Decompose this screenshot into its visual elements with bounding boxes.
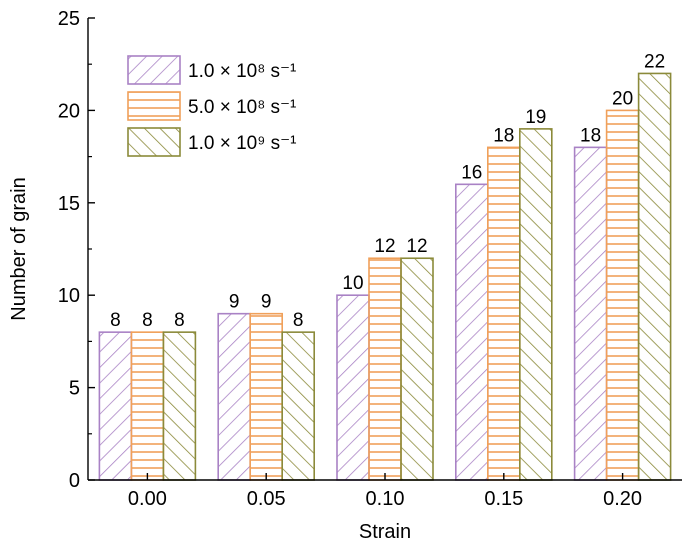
data-label-series2-0.05: 9	[261, 292, 272, 313]
bar-series2-0.15	[486, 146, 521, 481]
y-tick-label: 20	[58, 100, 80, 122]
y-tick-label: 0	[69, 470, 80, 492]
legend-label-series3: 1.0 × 10⁹ s⁻¹	[188, 133, 296, 154]
bar-series1-0.10	[336, 294, 370, 481]
bar-series3-0.10	[400, 257, 434, 481]
y-tick-label: 5	[69, 378, 80, 400]
bar-series2-0.20	[605, 109, 640, 481]
x-axis-title: Strain	[359, 521, 411, 543]
data-label-series2-0.10: 12	[374, 236, 395, 257]
data-label-series1-0.20: 18	[580, 125, 601, 146]
data-label-series1-0.05: 9	[229, 292, 240, 313]
x-tick-label: 0.20	[603, 488, 642, 510]
bar-series1-0.00	[98, 331, 133, 481]
bar-series1-0.15	[454, 183, 489, 481]
legend-swatch-series1	[127, 55, 181, 85]
data-label-series1-0.00: 8	[110, 310, 121, 331]
data-label-series2-0.00: 8	[142, 310, 153, 331]
data-label-series3-0.10: 12	[406, 236, 427, 257]
legend-label-series2: 5.0 × 10⁸ s⁻¹	[188, 97, 296, 118]
bar-series2-0.05	[249, 312, 283, 481]
bars-layer	[98, 72, 672, 481]
data-label-series2-0.15: 18	[493, 125, 514, 146]
data-label-series3-0.20: 22	[644, 51, 665, 72]
y-tick-label: 25	[58, 8, 80, 30]
bar-series2-0.00	[130, 331, 165, 481]
data-label-series3-0.15: 19	[525, 107, 546, 128]
y-axis-title: Number of grain	[8, 177, 30, 320]
x-tick-label: 0.10	[366, 488, 405, 510]
bar-series3-0.20	[637, 72, 672, 481]
y-tick-label: 15	[58, 193, 80, 215]
bar-series3-0.15	[518, 128, 553, 481]
x-tick-label: 0.05	[247, 488, 286, 510]
y-tick-label: 10	[58, 285, 80, 307]
bar-series2-0.10	[368, 257, 402, 481]
bar-series1-0.20	[573, 146, 608, 481]
data-label-series1-0.10: 10	[342, 273, 363, 294]
legend-label-series1: 1.0 × 10⁸ s⁻¹	[188, 61, 296, 82]
data-label-series1-0.15: 16	[461, 162, 482, 183]
axes-layer: 0 5 10 15 20 25 0.00 0.05 0.10 0.15 0.20	[58, 8, 682, 510]
x-tick-label: 0.15	[484, 488, 523, 510]
legend: 1.0 × 10⁸ s⁻¹ 5.0 × 10⁸ s⁻¹ 1.0 × 10⁹ s⁻¹	[127, 55, 296, 157]
bar-series1-0.05	[217, 312, 251, 481]
x-tick-label: 0.00	[128, 488, 167, 510]
bar-series3-0.05	[281, 331, 316, 481]
bar-series3-0.00	[162, 331, 197, 481]
data-label-series2-0.20: 20	[612, 88, 633, 109]
data-label-series3-0.00: 8	[174, 310, 185, 331]
legend-swatch-series2	[127, 91, 181, 121]
data-label-series3-0.05: 8	[293, 310, 304, 331]
legend-swatch-series3	[127, 127, 181, 157]
